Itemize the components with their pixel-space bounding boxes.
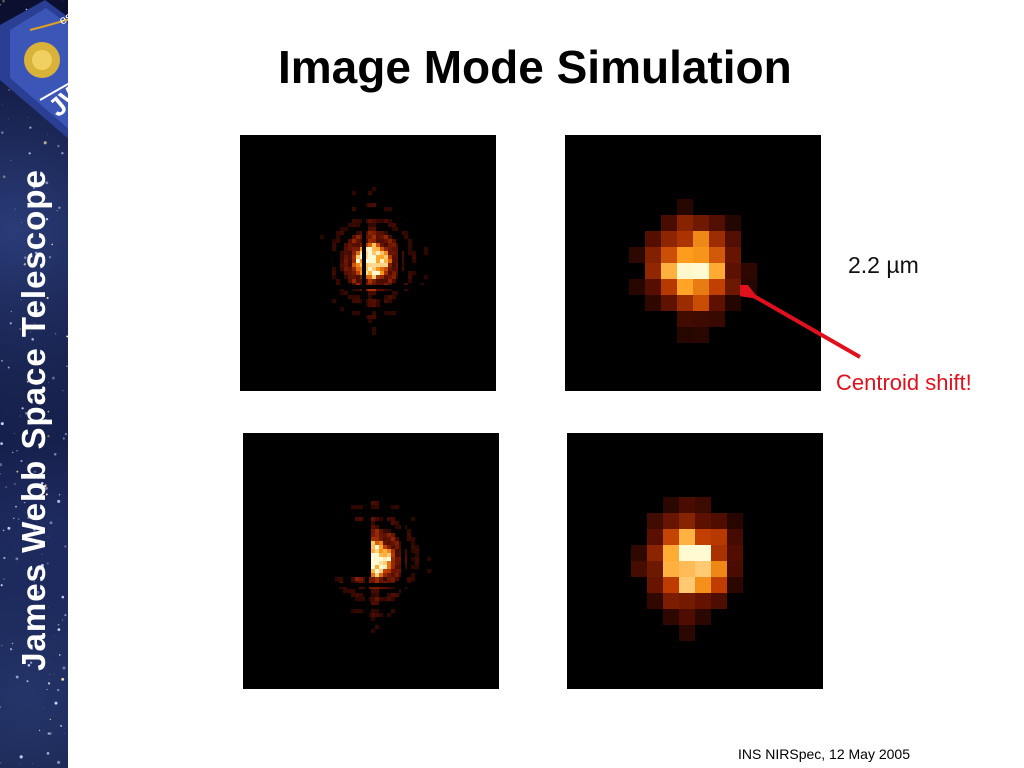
psf-image-top-left xyxy=(240,135,496,391)
psf-image-top-right xyxy=(565,135,821,391)
sidebar-banner: esa JWST James Webb Space Telescope xyxy=(0,0,68,768)
psf-image-bottom-left xyxy=(243,433,499,689)
jwst-logo: esa JWST xyxy=(0,0,69,139)
sidebar-title: James Webb Space Telescope xyxy=(15,169,52,671)
slide-title: Image Mode Simulation xyxy=(278,41,792,93)
starfield-background xyxy=(0,0,68,765)
esa-logo-text: esa xyxy=(57,6,69,28)
psf-image-bottom-right xyxy=(567,433,823,689)
centroid-arrow xyxy=(740,285,861,359)
centroid-shift-annotation: Centroid shift! xyxy=(836,370,972,395)
slide-footer: INS NIRSpec, 12 May 2005 xyxy=(738,746,910,762)
wavelength-label: 2.2 µm xyxy=(848,252,919,278)
